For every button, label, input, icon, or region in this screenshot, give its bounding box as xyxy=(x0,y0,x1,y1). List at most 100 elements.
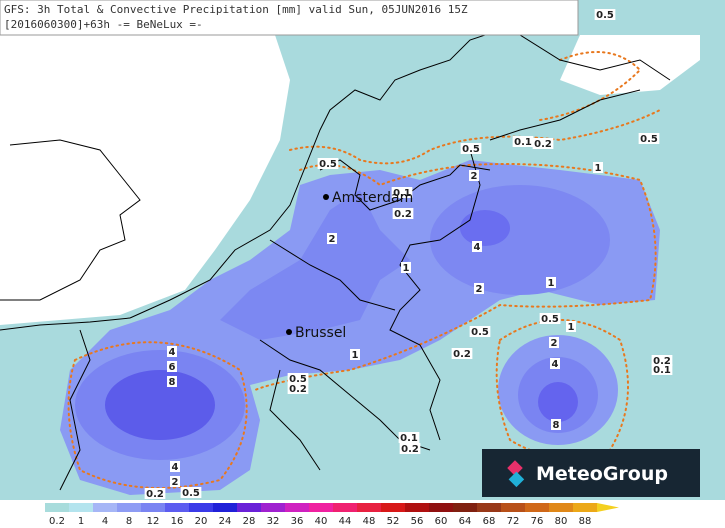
contour-line xyxy=(289,109,661,165)
colorbar-label: 56 xyxy=(411,516,424,527)
contour-label-text: 1 xyxy=(595,163,602,174)
contour-label-text: 0.2 xyxy=(289,384,307,395)
contour-label: 2 xyxy=(469,170,479,182)
colorbar-label: 72 xyxy=(507,516,520,527)
rain-area xyxy=(538,382,578,422)
colorbar-swatch xyxy=(333,503,357,512)
contour-label-bg xyxy=(287,383,309,394)
contour-label: 1 xyxy=(593,162,603,174)
contour-label: 4 xyxy=(472,241,482,253)
contour-label-bg xyxy=(287,373,309,384)
contour-label-text: 0.2 xyxy=(401,444,419,455)
contour-label: 0.2 xyxy=(532,138,554,150)
contour-label-bg xyxy=(539,313,561,324)
colorbar-swatch xyxy=(117,503,141,512)
contour-label-text: 8 xyxy=(169,377,176,388)
contour-label-text: 0.2 xyxy=(453,349,471,360)
colorbar-label: 32 xyxy=(267,516,280,527)
rain-area xyxy=(220,190,410,340)
colorbar-swatch xyxy=(189,503,213,512)
contour-label-text: 4 xyxy=(169,347,176,358)
coastline xyxy=(0,139,141,301)
sea-area xyxy=(0,35,290,325)
contour-label: 2 xyxy=(327,233,337,245)
contour-label: 4 xyxy=(170,461,180,473)
colorbar-swatch xyxy=(501,503,525,512)
colorbar-swatch xyxy=(477,503,501,512)
logo-box xyxy=(482,449,700,497)
colorbar-label: 44 xyxy=(339,516,352,527)
contour-label-text: 4 xyxy=(474,242,481,253)
contour-label: 0.5 xyxy=(594,9,616,21)
contour-label: 0.5 xyxy=(180,487,202,499)
contour-label-text: 2 xyxy=(471,171,478,182)
contour-label-bg xyxy=(546,277,556,288)
colorbar-swatch xyxy=(261,503,285,512)
contour-label: 0.1 xyxy=(512,136,534,148)
contour-label-text: 0.1 xyxy=(393,188,411,199)
contour-label-bg xyxy=(512,136,534,147)
contour-label-bg xyxy=(392,208,414,219)
contour-label-text: 0.2 xyxy=(146,489,164,500)
colorbar-swatch xyxy=(381,503,405,512)
contour-label-bg xyxy=(460,143,482,154)
colorbar-swatch xyxy=(165,503,189,512)
contour-line xyxy=(539,51,642,121)
contour-label: 0.5 xyxy=(287,373,309,385)
contour-label-bg xyxy=(327,233,337,244)
city-label: Brussel xyxy=(295,325,346,341)
colorbar-swatch xyxy=(285,503,309,512)
contour-label: 0.5 xyxy=(317,158,339,170)
contour-label-bg xyxy=(594,9,616,20)
border xyxy=(389,149,481,441)
contour-label: 0.5 xyxy=(460,143,482,155)
colorbar-label: 24 xyxy=(219,516,232,527)
contour-label: 2 xyxy=(474,283,484,295)
contour-label-text: 0.5 xyxy=(471,327,489,338)
border xyxy=(59,329,321,491)
colorbar-label: 60 xyxy=(435,516,448,527)
sea-area xyxy=(560,35,700,95)
contour-label-text: 1 xyxy=(403,263,410,274)
city-dot xyxy=(286,329,292,335)
contour-line xyxy=(254,163,657,391)
rain-area xyxy=(430,185,610,295)
contour-label-text: 6 xyxy=(169,362,176,373)
contour-label-text: 2 xyxy=(172,477,179,488)
colorbar-label: 20 xyxy=(195,516,208,527)
logo-text: MeteoGroup xyxy=(536,463,668,485)
contour-label: 1 xyxy=(350,349,360,361)
contour-label: 0.2 xyxy=(144,488,166,500)
contour-label: 2 xyxy=(549,337,559,349)
contour-label: 0.2 xyxy=(399,443,421,455)
contour-label-text: 1 xyxy=(352,350,359,361)
header-title: GFS: 3h Total & Convective Precipitation… xyxy=(4,3,468,16)
contour-label-bg xyxy=(398,432,420,443)
contour-label-text: 0.1 xyxy=(653,365,671,376)
contour-label-bg xyxy=(532,138,554,149)
contour-label: 0.2 xyxy=(392,208,414,220)
colorbar-label: 88 xyxy=(579,516,592,527)
contour-label-bg xyxy=(469,326,491,337)
colorbar-label: 12 xyxy=(147,516,160,527)
contour-label-text: 0.5 xyxy=(289,374,307,385)
contour-label: 1 xyxy=(401,262,411,274)
contour-label-bg xyxy=(469,170,479,181)
contour-label-text: 0.2 xyxy=(653,356,671,367)
contour-label-bg xyxy=(638,133,660,144)
colorbar-label: 52 xyxy=(387,516,400,527)
contour-label: 0.1 xyxy=(391,187,413,199)
contour-label-text: 8 xyxy=(553,420,560,431)
contour-label: 1 xyxy=(546,277,556,289)
contour-label-text: 2 xyxy=(476,284,483,295)
colorbar-swatch xyxy=(549,503,573,512)
contour-label-bg xyxy=(593,162,603,173)
colorbar-label: 0.2 xyxy=(49,516,65,527)
contour-label-bg xyxy=(391,187,413,198)
header-subtitle: [2016060300]+63h -= BeNeLux =- xyxy=(4,18,203,31)
contour-label-text: 2 xyxy=(329,234,336,245)
contour-label: 8 xyxy=(167,376,177,388)
contour-label-bg xyxy=(317,158,339,169)
colorbar-label: 28 xyxy=(243,516,256,527)
contour-label-bg xyxy=(550,358,560,369)
